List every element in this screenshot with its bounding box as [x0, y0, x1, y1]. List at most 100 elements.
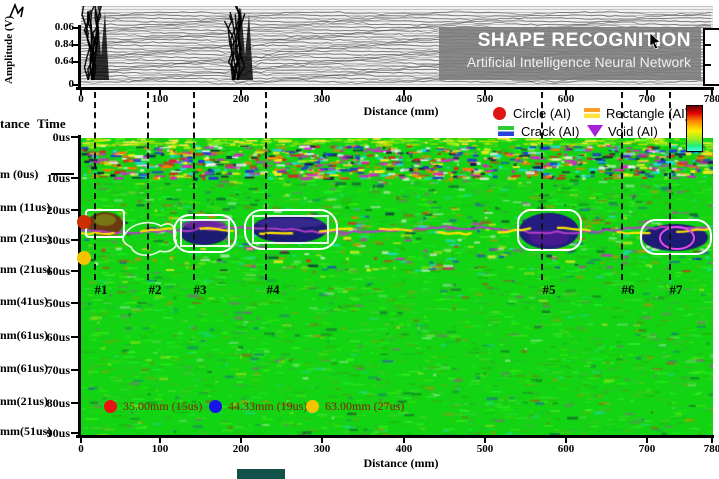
time-tick [71, 136, 79, 138]
time-tick-label: 60us [46, 264, 70, 278]
region-inner-4 [252, 215, 329, 244]
time-tick [71, 369, 79, 371]
distance-tick-label: mm(51us) [0, 424, 52, 438]
amplitude-axis [78, 25, 81, 89]
region-outline-4 [244, 209, 338, 250]
time-tick-label: 70us [46, 363, 70, 377]
bottom-x-tick-label: 100 [151, 443, 169, 455]
region-outline-2 [122, 221, 178, 256]
distance-tick-label: nm(21us) [0, 394, 49, 408]
bottom-x-tick [565, 438, 567, 443]
bottom-x-tick [646, 438, 648, 443]
bottom-x-tick [159, 438, 161, 443]
partial-box-tick [705, 44, 711, 46]
annotation-label: #7 [669, 282, 683, 297]
time-tick-label: 20us [46, 203, 70, 217]
distance-tick-label: nm (11us) [0, 200, 51, 214]
top-x-tick-label: 0 [78, 93, 84, 105]
distance-tick-label: nm(61us) [0, 361, 49, 375]
time-tick-label: 50us [46, 296, 70, 310]
red-depth-marker [77, 215, 91, 229]
banner-subtitle: Artificial Intelligence Neural Network [466, 54, 691, 70]
time-tick [71, 336, 79, 338]
amp-tick [72, 61, 79, 63]
top-x-tick-label: 200 [232, 93, 250, 105]
bottom-x-tick-label: 300 [313, 443, 331, 455]
top-x-tick [565, 90, 567, 95]
time-tick [71, 432, 79, 434]
time-tick [71, 177, 79, 179]
bottom-x-tick [403, 438, 405, 443]
region-inner-3 [180, 219, 230, 247]
dashed-guide-line [265, 92, 267, 280]
annotation-label: #3 [193, 282, 207, 297]
depth-legend-dot-blue [209, 400, 222, 413]
top-x-tick [646, 90, 648, 95]
bottom-x-tick-label: 0 [78, 443, 84, 455]
distance-tick-label: nm (21us) [0, 231, 52, 245]
top-x-tick [403, 90, 405, 95]
top-x-tick [321, 90, 323, 95]
annotation-label: #4 [266, 282, 280, 297]
top-x-tick-label: 500 [476, 93, 494, 105]
annotation-label: #1 [94, 282, 108, 297]
amplitude-axis-label: Amplitude (V) [3, 15, 15, 85]
annotation-label: #5 [542, 282, 556, 297]
top-x-tick-label: 100 [151, 93, 169, 105]
region-outline-7 [640, 219, 712, 255]
time-column-header: Time [37, 116, 66, 131]
rectangle-ai-swatch [584, 108, 600, 118]
amp-tick [72, 27, 79, 29]
amp-tick-label: 0.06 [54, 21, 74, 33]
time-tick-label: 0us [52, 130, 70, 144]
bscan-x-axis [76, 435, 714, 438]
top-x-tick-label: 300 [313, 93, 331, 105]
bottom-x-tick-label: 200 [232, 443, 250, 455]
annotation-label: #6 [621, 282, 635, 297]
top-x-tick-label: 700 [638, 93, 656, 105]
distance-tick-label: nm (21us) [0, 262, 52, 276]
artifact-mark-icon [9, 3, 24, 18]
bottom-x-tick-label: 400 [395, 443, 413, 455]
bscan-overlay-svg [85, 209, 712, 256]
bottom-x-axis-title: Distance (mm) [363, 456, 439, 470]
distance-tick-label: nm(61us) [0, 328, 49, 342]
top-x-tick [80, 90, 82, 95]
time-tick [71, 209, 79, 211]
depth-legend-dot-red [104, 400, 117, 413]
amp-tick-label: 0.84 [54, 38, 74, 50]
legend-void-label: Void (AI) [608, 124, 658, 139]
cursor-arrow-icon [649, 33, 661, 49]
bottom-x-tick-label: 500 [476, 443, 494, 455]
bottom-x-tick [240, 438, 242, 443]
bottom-edge-artifact [237, 469, 285, 479]
circle-ai-marker [493, 107, 506, 120]
bottom-x-tick-label: 600 [557, 443, 575, 455]
depth-legend-label: 44.33mm (19us) [228, 399, 308, 413]
time-tick [71, 270, 79, 272]
dashed-guide-line [94, 92, 96, 280]
distance-tick-label: m (0us) [0, 167, 39, 181]
top-x-tick-label: 400 [395, 93, 413, 105]
partial-box-tick [705, 64, 711, 66]
void-outline-7 [659, 226, 695, 250]
region-outline-5 [517, 209, 582, 251]
banner-title: SHAPE RECOGNITION [477, 30, 691, 51]
time-tick [71, 302, 79, 304]
time-tick-label: 90us [46, 426, 70, 440]
bottom-x-tick-label: 780 [703, 443, 719, 455]
void-ai-marker [587, 125, 603, 137]
right-edge-partial-box [703, 28, 719, 86]
bottom-x-tick [80, 438, 82, 443]
amp-tick [72, 44, 79, 46]
yellow-depth-marker [77, 251, 91, 265]
top-x-tick [711, 90, 713, 95]
dashed-guide-line [193, 92, 195, 280]
top-x-tick-label: 600 [557, 93, 575, 105]
depth-legend-label: 35.00mm (15us) [123, 399, 203, 413]
bscan-heatmap [81, 138, 713, 435]
top-x-tick-label: 780 [703, 93, 719, 105]
distance-leader-line [51, 173, 74, 175]
time-tick-label: 30us [46, 233, 70, 247]
